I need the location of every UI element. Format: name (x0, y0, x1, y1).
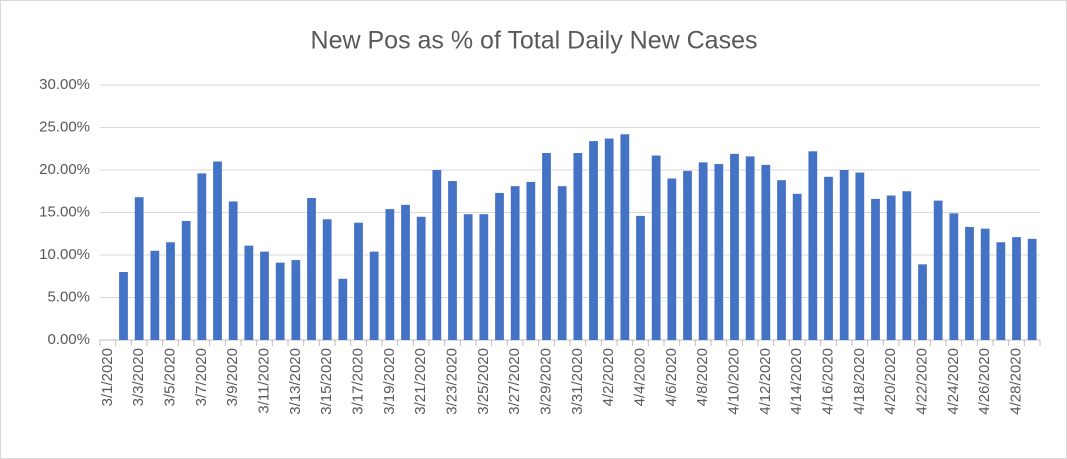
x-tick-label: 3/27/2020 (506, 348, 523, 415)
x-tick-label: 4/6/2020 (663, 348, 680, 406)
x-tick-label: 3/21/2020 (412, 348, 429, 415)
bar (886, 195, 896, 340)
bar (573, 153, 583, 340)
bar (745, 156, 755, 340)
bar (1012, 237, 1021, 340)
bar (119, 272, 128, 340)
x-tick-label: 3/23/2020 (443, 348, 460, 415)
x-tick-label: 3/7/2020 (193, 348, 210, 406)
x-tick-label: 4/20/2020 (882, 348, 899, 415)
bar (824, 176, 833, 340)
x-tick-label: 4/22/2020 (913, 348, 930, 415)
bar (589, 141, 598, 340)
x-tick-label: 3/29/2020 (537, 348, 554, 415)
bar (604, 138, 614, 340)
bar (495, 192, 504, 340)
x-tick-label: 3/31/2020 (569, 348, 586, 415)
y-tick-label: 30.00% (39, 76, 90, 93)
bar (730, 153, 739, 340)
x-tick-label: 3/19/2020 (381, 348, 398, 415)
x-tick-label: 3/15/2020 (318, 348, 335, 415)
bar (197, 173, 207, 340)
x-tick-label: 3/11/2020 (255, 348, 272, 414)
bar (808, 151, 818, 340)
bar (683, 170, 692, 340)
chart-title: New Pos as % of Total Daily New Cases (311, 27, 758, 55)
x-tick-label: 4/16/2020 (819, 348, 836, 415)
bar (369, 251, 379, 340)
bar (291, 260, 301, 340)
x-tick-label: 3/1/2020 (99, 348, 116, 406)
bar (479, 214, 489, 340)
x-tick-label: 4/10/2020 (725, 348, 742, 415)
x-tick-label: 3/13/2020 (287, 348, 304, 415)
x-tick-label: 3/5/2020 (161, 348, 178, 406)
y-tick-label: 15.00% (39, 203, 90, 220)
bar (871, 198, 880, 340)
bar (918, 264, 927, 340)
bar (1027, 238, 1037, 340)
bar (526, 181, 536, 340)
bar (965, 226, 974, 340)
bar (416, 216, 426, 340)
y-tick-label: 5.00% (47, 288, 90, 305)
x-tick-label: 4/2/2020 (600, 348, 617, 406)
bar (542, 153, 551, 340)
bar (213, 161, 222, 340)
x-tick-label: 3/9/2020 (224, 348, 241, 406)
bar (322, 219, 332, 340)
x-tick-label: 4/28/2020 (1007, 348, 1024, 415)
bar (761, 164, 771, 340)
bar (307, 198, 316, 340)
bar (949, 213, 959, 340)
bar (448, 181, 457, 340)
bar (244, 245, 254, 340)
bar (354, 222, 363, 340)
bar (792, 193, 802, 340)
bar (714, 164, 724, 340)
bar (636, 215, 645, 340)
bar (510, 186, 520, 340)
bar (181, 221, 191, 340)
x-tick-label: 4/18/2020 (851, 348, 868, 415)
bar (933, 200, 943, 340)
bar (777, 180, 786, 340)
bar (150, 250, 160, 340)
bar (902, 191, 912, 340)
bar (166, 242, 175, 340)
bar (134, 197, 144, 340)
bar (557, 186, 567, 340)
x-tick-label: 4/26/2020 (976, 348, 993, 415)
bar (651, 155, 661, 340)
x-tick-label: 4/12/2020 (757, 348, 774, 415)
x-tick-label: 4/4/2020 (631, 348, 648, 406)
x-tick-label: 4/8/2020 (694, 348, 711, 406)
bar (463, 214, 473, 340)
bar (667, 178, 677, 340)
x-tick-label: 3/25/2020 (475, 348, 492, 415)
bar (980, 228, 990, 340)
x-tick-label: 3/17/2020 (349, 348, 366, 415)
y-tick-label: 20.00% (39, 161, 90, 178)
bar (839, 170, 849, 340)
bar (855, 172, 865, 340)
x-tick-label: 4/14/2020 (788, 348, 805, 415)
x-tick-label: 3/3/2020 (130, 348, 147, 406)
y-tick-label: 0.00% (47, 331, 90, 348)
bar (432, 170, 442, 340)
bar (260, 251, 269, 340)
bar (698, 162, 708, 340)
bar (338, 278, 348, 340)
bar (385, 209, 395, 340)
x-tick-label: 4/24/2020 (945, 348, 962, 415)
bar (996, 242, 1006, 340)
y-tick-label: 25.00% (39, 118, 90, 135)
bar (401, 204, 410, 340)
bar (620, 134, 630, 340)
bar (228, 201, 238, 340)
bar (275, 262, 285, 340)
y-tick-label: 10.00% (39, 246, 90, 263)
